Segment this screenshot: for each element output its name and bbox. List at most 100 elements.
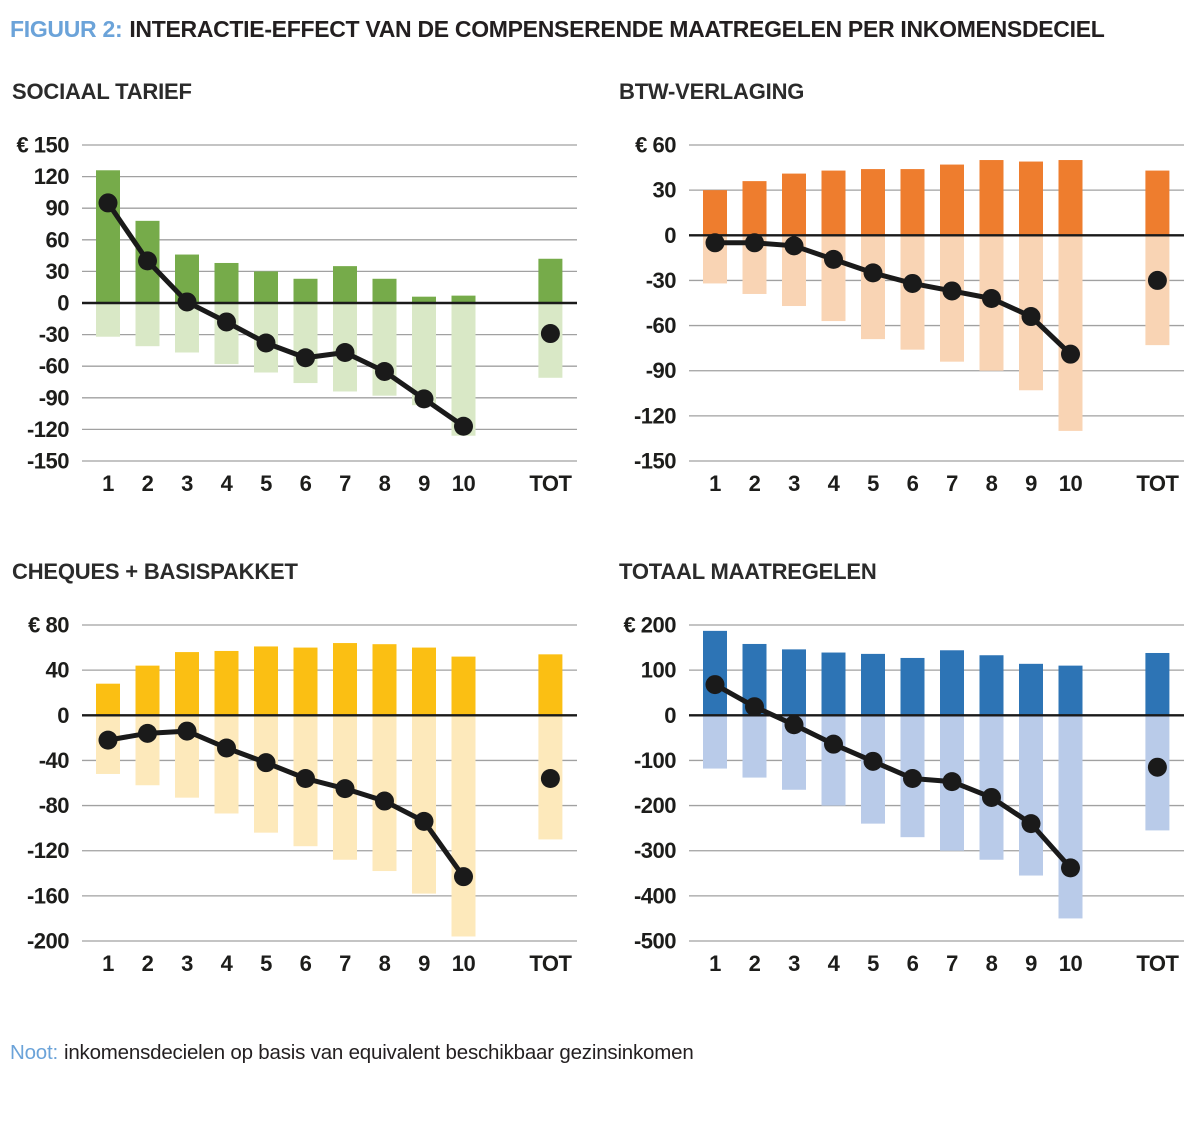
figure-title: INTERACTIE-EFFECT VAN DE COMPENSERENDE M…: [129, 16, 1105, 42]
bar-negative: [451, 303, 476, 436]
interaction-line: [713, 682, 1073, 870]
bar-negative: [214, 715, 239, 814]
interaction-dot: [98, 193, 118, 213]
figure-label: FIGUUR 2:: [10, 16, 123, 42]
bar-positive: [703, 630, 727, 716]
interaction-dot: [745, 697, 764, 717]
bar-positive: [451, 656, 476, 716]
bar-positive: [821, 652, 846, 716]
figure-note: Noot: inkomensdecielen op basis van equiv…: [10, 1041, 1200, 1065]
y-tick-label: -160: [27, 883, 69, 908]
bar-positive: [979, 655, 1004, 716]
interaction-dot: [824, 249, 843, 269]
x-tick-label: 7: [946, 471, 958, 496]
interaction-dot: [256, 333, 276, 353]
bar-positive: [254, 271, 278, 303]
x-tick-label: 5: [867, 951, 879, 976]
y-tick-label: € 60: [635, 133, 676, 158]
y-tick-label: 0: [57, 703, 69, 728]
bar-positive: [254, 646, 278, 716]
y-tick-label: -60: [646, 313, 677, 338]
interaction-line: [105, 201, 465, 429]
bar-negative: [1058, 235, 1083, 431]
y-tick-label: € 200: [623, 613, 676, 638]
y-tick-label: -120: [634, 403, 676, 428]
bar-positive: [1145, 170, 1170, 236]
bar-negative: [254, 715, 278, 833]
interaction-dot: [705, 675, 725, 695]
figure-2-page: FIGUUR 2: INTERACTIE-EFFECT VAN DE COMPEN…: [2, 16, 1200, 1065]
x-tick-label: 10: [1059, 951, 1083, 976]
bar-positive: [861, 169, 885, 236]
bar-negative: [821, 715, 846, 806]
y-tick-label: 60: [46, 227, 70, 252]
x-tick-label: 4: [828, 471, 841, 496]
y-tick-label: -150: [27, 449, 69, 474]
bar-positive: [135, 665, 160, 716]
x-tick-label: 6: [907, 471, 919, 496]
interaction-dot: [454, 867, 473, 887]
x-tick-label: 2: [142, 951, 154, 976]
y-tick-label: € 150: [16, 133, 69, 158]
x-tick-label: 1: [102, 951, 114, 976]
interaction-dot: [942, 281, 962, 301]
x-tick-label: 1: [709, 471, 721, 496]
x-tick-label: 8: [986, 471, 998, 496]
bar-positive: [900, 169, 925, 236]
chart-btw-verlaging: € 60 30 0 -30 -60 -90 -120 -150 1 2 3 4 5 6 7 8 9 10 TOT: [609, 131, 1194, 509]
x-tick-label: 6: [300, 951, 312, 976]
y-tick-label: -200: [27, 929, 69, 954]
interaction-dot: [903, 768, 922, 788]
y-tick-label: -90: [646, 358, 677, 383]
x-tick-label: 1: [102, 471, 114, 496]
x-tick-label: 7: [946, 951, 958, 976]
interaction-dot: [177, 292, 197, 312]
bar-negative: [96, 303, 120, 337]
y-tick-label: -400: [634, 883, 676, 908]
panel-btw-verlaging: BTW-VERLAGING € 60 30 0 -30 -60 -90 -120 -150 1 2…: [609, 79, 1194, 509]
y-tick-label: € 80: [28, 613, 69, 638]
x-tick-label: 10: [452, 471, 476, 496]
bar-negative: [372, 303, 397, 396]
x-tick-label: 2: [749, 471, 761, 496]
interaction-dot: [784, 236, 804, 256]
bar-positive: [214, 650, 239, 716]
x-tick-label: 9: [1025, 471, 1037, 496]
bar-negative: [979, 715, 1004, 860]
interaction-dot: [98, 730, 118, 750]
x-tick-label: 1: [709, 951, 721, 976]
bar-negative: [293, 303, 318, 384]
x-tick-label: 5: [867, 471, 879, 496]
interaction-dot: [1021, 307, 1041, 327]
bar-positive: [293, 278, 318, 303]
bar-negative: [1058, 715, 1083, 919]
bar-negative: [742, 715, 767, 778]
bar-positive: [1019, 663, 1043, 716]
x-tick-label: 9: [418, 471, 430, 496]
x-tick-label: 2: [749, 951, 761, 976]
bar-positive: [703, 190, 727, 236]
x-tick-label: 8: [379, 471, 391, 496]
y-tick-label: 0: [57, 291, 69, 316]
interaction-dot: [784, 715, 804, 735]
y-tick-label: -90: [39, 385, 70, 410]
interaction-dot: [1021, 814, 1041, 834]
bar-positive: [1145, 652, 1170, 716]
interaction-dot: [177, 721, 197, 741]
interaction-line: [107, 728, 466, 879]
x-tick-label: 3: [181, 951, 193, 976]
panel-sociaal-tarief: SOCIAAL TARIEF € 150 120 90 60 30 0 -30 -60 -90 -…: [2, 79, 587, 509]
bar-positive: [372, 278, 397, 303]
interaction-dot: [1147, 757, 1167, 777]
bar-positive: [372, 644, 397, 716]
interaction-dot: [824, 734, 843, 754]
interaction-dot: [982, 288, 1001, 308]
x-tick-label: 6: [907, 951, 919, 976]
bar-negative: [821, 235, 846, 322]
x-tick-label: 3: [788, 951, 800, 976]
interaction-dot: [1061, 344, 1080, 364]
panel-title-sociaal-tarief: SOCIAAL TARIEF: [12, 79, 192, 104]
interaction-dot: [705, 233, 725, 253]
interaction-dot: [745, 233, 764, 253]
note-text: inkomensdecielen op basis van equivalent…: [64, 1041, 694, 1064]
